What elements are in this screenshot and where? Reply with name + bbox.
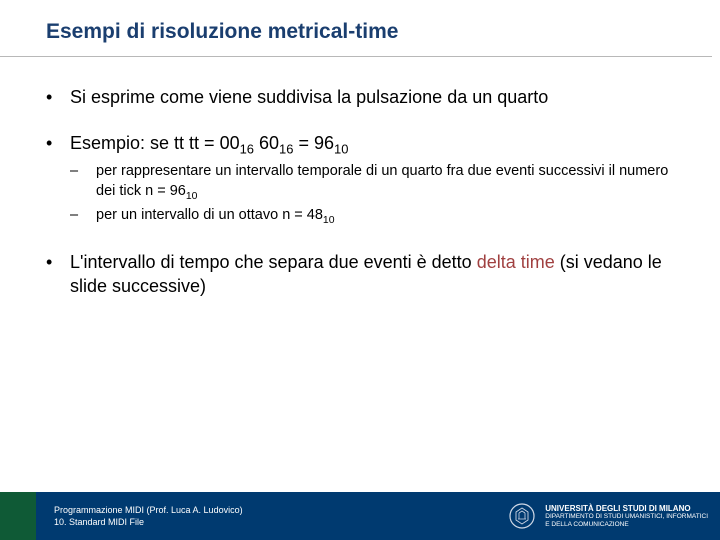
sub-bullet-item: – per rappresentare un intervallo tempor…	[70, 162, 674, 204]
bullet-marker: •	[46, 250, 70, 299]
slide-title-text: Esempi di risoluzione metrical-time	[46, 20, 398, 43]
bullet-item: • L'intervallo di tempo che separa due e…	[46, 250, 674, 299]
sub-bullet-marker: –	[70, 206, 96, 228]
uni-dept1: DIPARTIMENTO DI STUDI UMANISTICI, INFORM…	[545, 513, 708, 520]
sub-bullet-text: per rappresentare un intervallo temporal…	[96, 162, 674, 204]
footer-university-logo: UNIVERSITÀ DEGLI STUDI DI MILANO DIPARTI…	[507, 501, 708, 531]
content-area: • Si esprime come viene suddivisa la pul…	[0, 57, 720, 298]
bullet-text: Esempio: se tt tt = 0016 6016 = 9610	[70, 131, 348, 158]
footer-course-info: Programmazione MIDI (Prof. Luca A. Ludov…	[54, 504, 243, 528]
delta-time-term: delta time	[477, 252, 555, 272]
sub-bullet-item: – per un intervallo di un ottavo n = 481…	[70, 206, 674, 228]
crest-icon	[507, 501, 537, 531]
bullet-text: L'intervallo di tempo che separa due eve…	[70, 250, 674, 299]
slide-title: Esempi di risoluzione metrical-time	[0, 0, 720, 56]
footer-university-text: UNIVERSITÀ DEGLI STUDI DI MILANO DIPARTI…	[545, 504, 708, 528]
footer-line1: Programmazione MIDI (Prof. Luca A. Ludov…	[54, 504, 243, 516]
sub-bullet-text: per un intervallo di un ottavo n = 4810	[96, 206, 335, 228]
uni-dept2: E DELLA COMUNICAZIONE	[545, 521, 708, 528]
bullet-text: Si esprime come viene suddivisa la pulsa…	[70, 85, 548, 109]
bullet-marker: •	[46, 131, 70, 158]
bullet-item: • Esempio: se tt tt = 0016 6016 = 9610 –…	[46, 131, 674, 228]
footer-line2: 10. Standard MIDI File	[54, 516, 243, 528]
bullet-item: • Si esprime come viene suddivisa la pul…	[46, 85, 674, 109]
bullet-marker: •	[46, 85, 70, 109]
footer: Programmazione MIDI (Prof. Luca A. Ludov…	[0, 492, 720, 540]
uni-name: UNIVERSITÀ DEGLI STUDI DI MILANO	[545, 504, 708, 513]
footer-main-bar: Programmazione MIDI (Prof. Luca A. Ludov…	[36, 492, 720, 540]
footer-accent-bar	[0, 492, 36, 540]
sub-bullet-marker: –	[70, 162, 96, 204]
